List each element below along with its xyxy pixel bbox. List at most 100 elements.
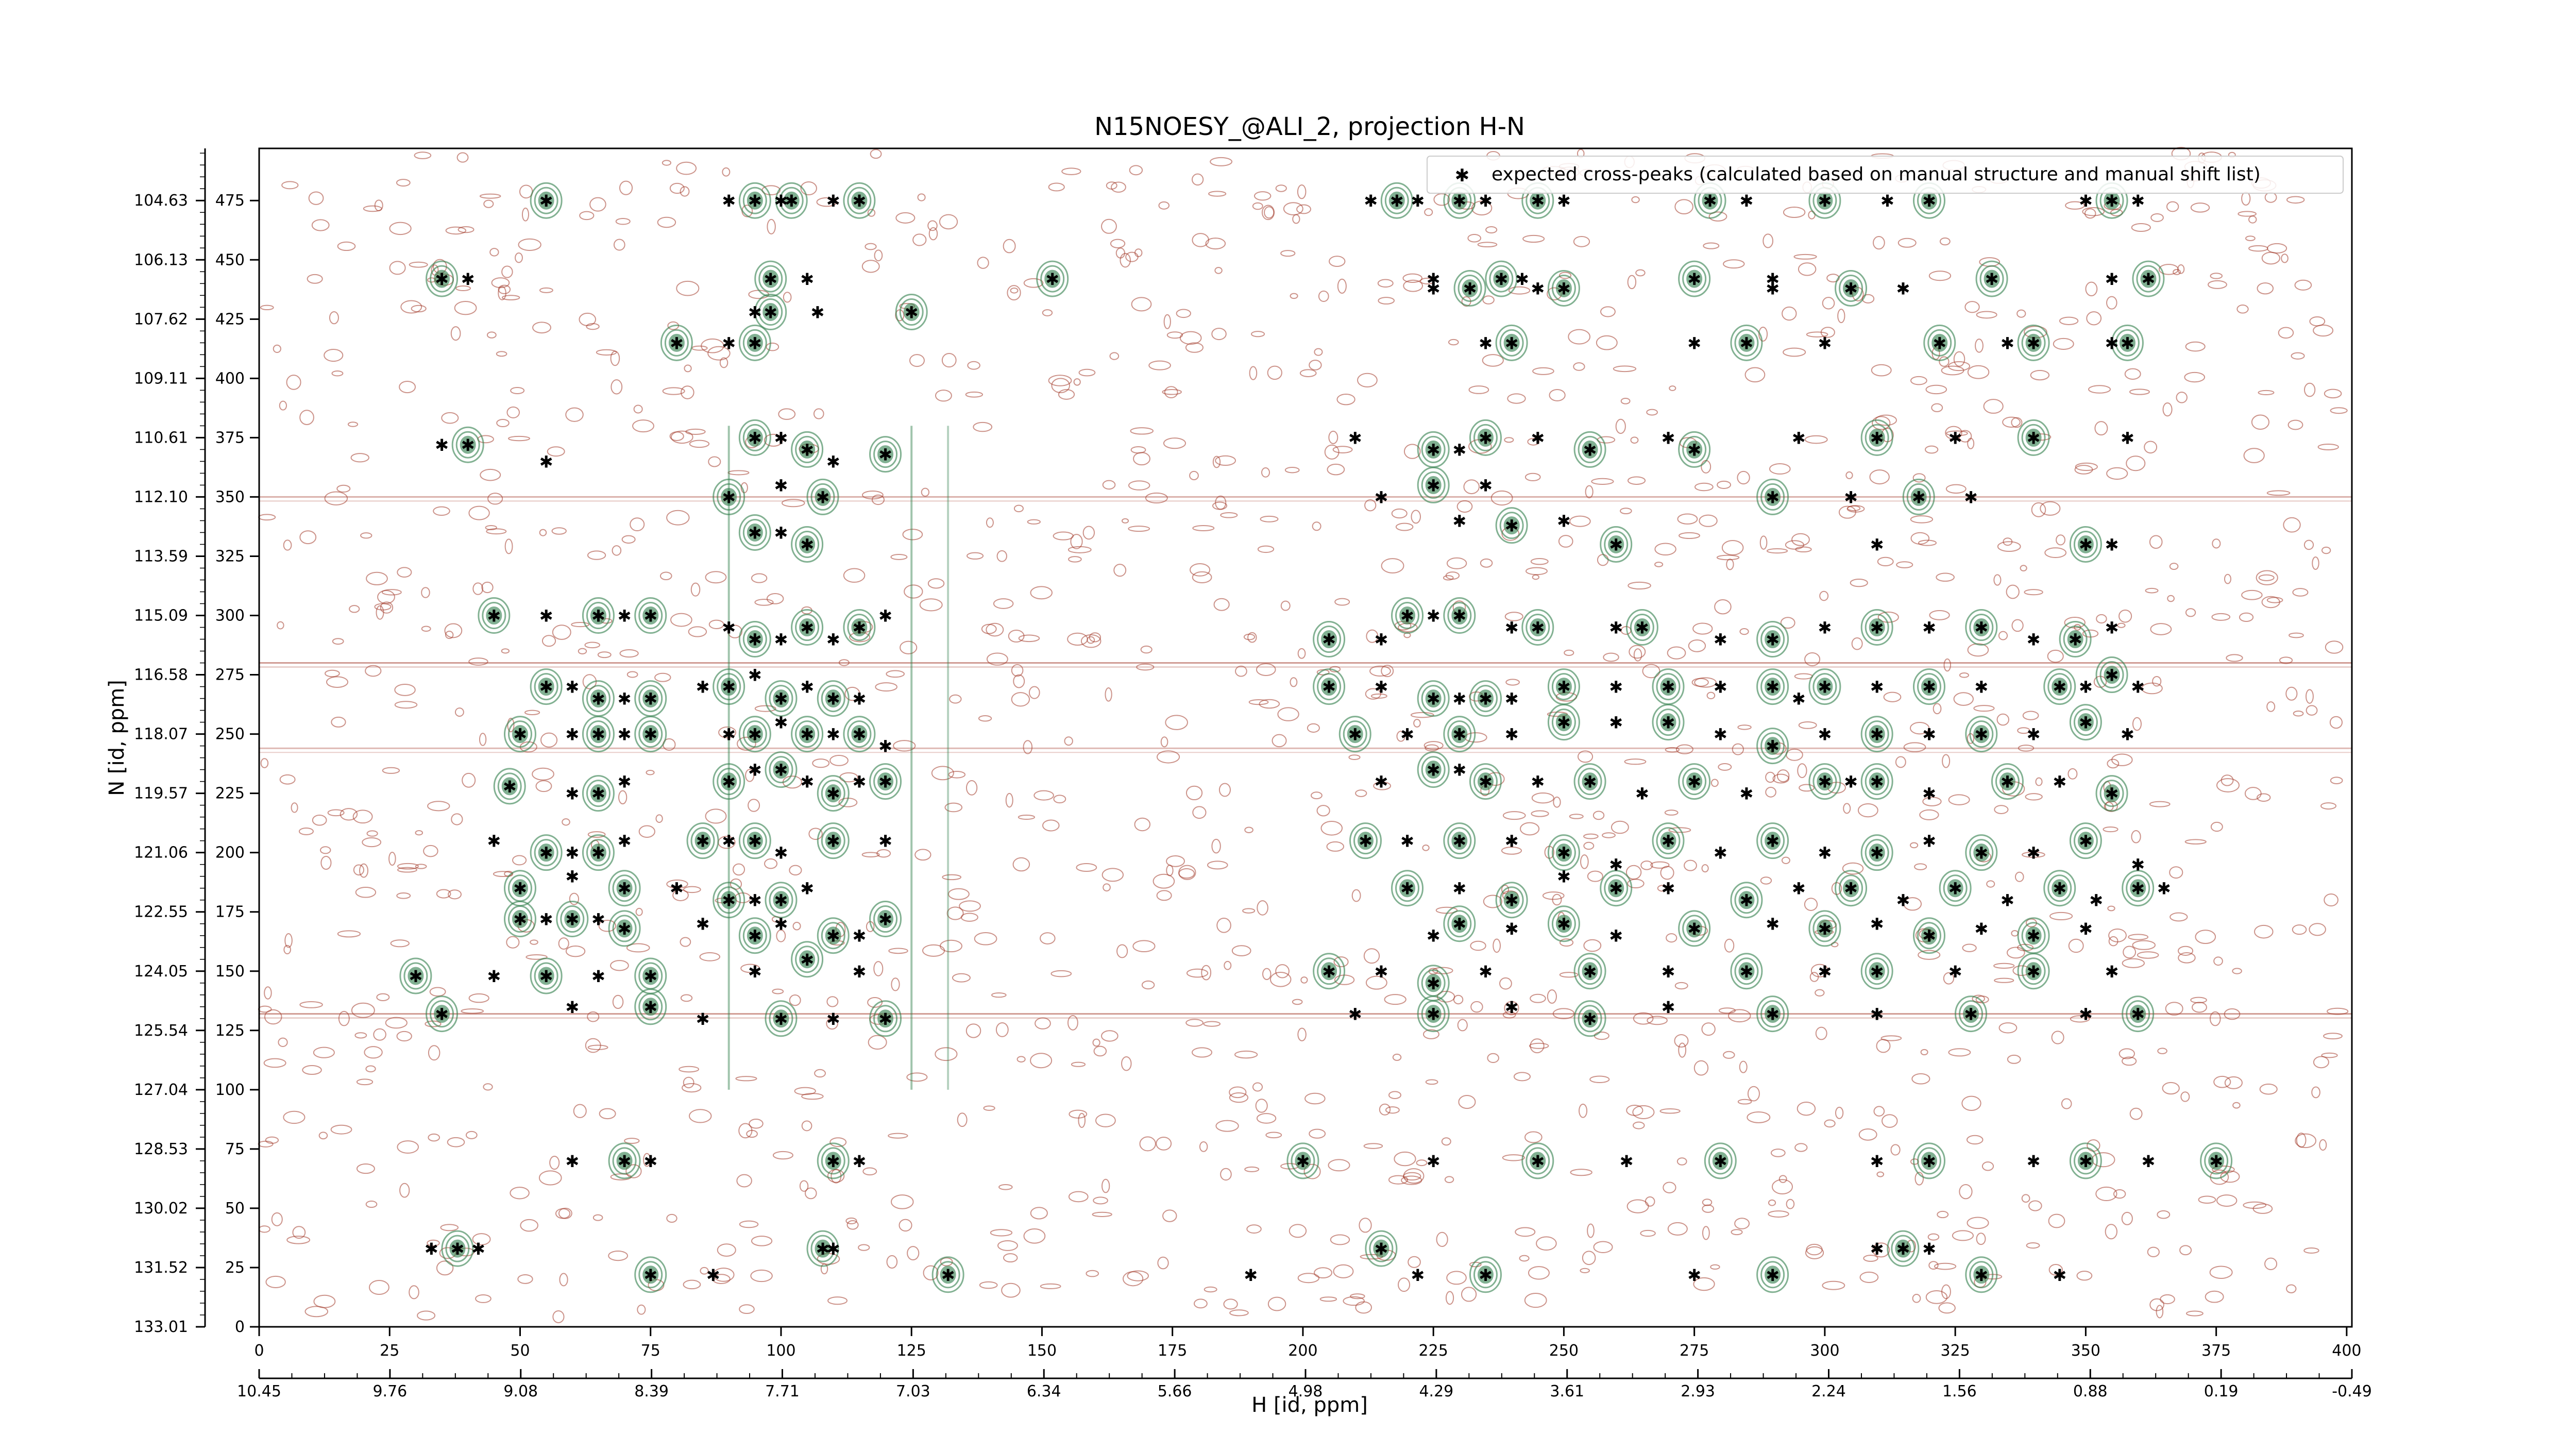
expected-cross-peak: ✱ bbox=[1740, 784, 1754, 804]
expected-cross-peak: ✱ bbox=[1922, 678, 1936, 697]
noise-contour bbox=[1482, 354, 1504, 367]
noise-contour bbox=[676, 280, 700, 296]
noise-contour bbox=[1299, 369, 1317, 377]
noise-contour bbox=[949, 694, 962, 704]
noise-contour bbox=[2216, 1194, 2238, 1207]
noise-contour bbox=[1388, 1175, 1409, 1185]
peak-contour bbox=[1730, 882, 1763, 919]
noise-contour bbox=[801, 1120, 812, 1132]
noise-contour bbox=[1701, 864, 1709, 873]
noise-contour bbox=[1280, 600, 1291, 611]
noise-contour bbox=[2088, 385, 2111, 394]
noise-contour bbox=[1165, 715, 1188, 730]
noise-contour bbox=[380, 601, 394, 614]
noise-contour bbox=[1592, 811, 1605, 820]
noise-contour bbox=[2266, 490, 2291, 496]
x-ppm-tick-label: 0.88 bbox=[2073, 1382, 2108, 1401]
noise-contour bbox=[1701, 1022, 1716, 1036]
expected-cross-peak: ✱ bbox=[1714, 725, 1727, 745]
noise-contour bbox=[1396, 731, 1405, 742]
noise-contour bbox=[1030, 1207, 1048, 1220]
noise-contour bbox=[1410, 712, 1434, 718]
noise-contour bbox=[1391, 508, 1408, 519]
peak-contour bbox=[1521, 609, 1554, 646]
noise-contour bbox=[399, 380, 416, 394]
noise-contour bbox=[886, 1255, 898, 1269]
noise-contour bbox=[1023, 740, 1033, 754]
noise-contour bbox=[1350, 1293, 1365, 1300]
peak-contour bbox=[2017, 419, 2050, 456]
noise-contour bbox=[2106, 296, 2117, 310]
noise-contour bbox=[381, 589, 402, 596]
expected-cross-peak: ✱ bbox=[826, 1239, 840, 1259]
noise-contour bbox=[1668, 827, 1691, 833]
peak-contour bbox=[478, 597, 511, 634]
peak-contour bbox=[2043, 668, 2076, 705]
noise-contour bbox=[284, 933, 293, 948]
noise-contour bbox=[861, 490, 884, 500]
noise-contour bbox=[1392, 1053, 1402, 1061]
noise-contour bbox=[1121, 1056, 1132, 1071]
expected-cross-peak: ✱ bbox=[1452, 191, 1466, 211]
noise-contour bbox=[396, 1031, 412, 1042]
noise-contour bbox=[1244, 1166, 1260, 1172]
peak-contour bbox=[1391, 597, 1424, 634]
expected-cross-peak: ✱ bbox=[1818, 333, 1832, 353]
noise-contour bbox=[1330, 1234, 1350, 1245]
noise-contour bbox=[1845, 471, 1853, 479]
noise-contour bbox=[541, 635, 556, 647]
noise-contour bbox=[1716, 554, 1740, 561]
expected-cross-peak: ✱ bbox=[1974, 843, 1988, 863]
peak-contour bbox=[1573, 431, 1606, 468]
noise-contour bbox=[1508, 286, 1531, 295]
noise-contour bbox=[1732, 743, 1744, 755]
peak-contour bbox=[1652, 822, 1685, 859]
peak-contour bbox=[2069, 822, 2102, 859]
noise-contour bbox=[1229, 1086, 1247, 1099]
noise-contour bbox=[336, 484, 351, 493]
y-tick-label: 275 bbox=[215, 666, 245, 684]
noise-contour bbox=[2129, 1107, 2143, 1120]
noise-contour bbox=[2321, 1052, 2338, 1058]
noise-contour bbox=[1422, 1029, 1439, 1039]
expected-cross-peak: ✱ bbox=[785, 191, 799, 211]
peak-contour bbox=[1469, 680, 1502, 717]
expected-cross-peak: ✱ bbox=[2121, 333, 2134, 353]
noise-contour bbox=[1229, 1092, 1249, 1103]
expected-cross-peak: ✱ bbox=[1870, 915, 1884, 934]
noise-contour bbox=[1882, 1114, 1898, 1128]
noise-contour bbox=[399, 1183, 410, 1198]
peak-contour bbox=[582, 597, 615, 634]
noise-contour bbox=[680, 937, 691, 947]
noise-contour bbox=[624, 1138, 640, 1144]
noise-contour bbox=[1078, 368, 1096, 377]
noise-contour bbox=[539, 529, 547, 536]
noise-contour bbox=[1061, 167, 1081, 175]
noise-contour bbox=[1373, 781, 1392, 790]
noise-contour bbox=[2184, 372, 2206, 383]
noise-contour bbox=[1297, 184, 1307, 199]
noise-contour bbox=[1928, 1261, 1939, 1270]
noise-contour bbox=[764, 433, 783, 447]
expected-cross-peak: ✱ bbox=[2053, 678, 2066, 697]
noise-contour bbox=[1569, 814, 1584, 819]
noise-contour bbox=[2016, 309, 2026, 318]
x-tick-label: 125 bbox=[897, 1342, 926, 1360]
noise-contour bbox=[1178, 868, 1195, 879]
noise-contour bbox=[1718, 763, 1732, 771]
noise-contour bbox=[1089, 632, 1101, 643]
noise-contour bbox=[1513, 1072, 1531, 1082]
noise-contour bbox=[792, 922, 801, 931]
noise-contour bbox=[1934, 1262, 1957, 1270]
expected-cross-peak: ✱ bbox=[643, 689, 657, 709]
noise-contour bbox=[1424, 208, 1433, 216]
noise-contour bbox=[611, 379, 623, 395]
noise-contour bbox=[496, 418, 510, 428]
noise-contour bbox=[1109, 352, 1120, 360]
expected-cross-peak: ✱ bbox=[1505, 891, 1519, 910]
y-tick-label: 350 bbox=[215, 488, 245, 506]
noise-contour bbox=[683, 1279, 701, 1290]
expected-cross-peak: ✱ bbox=[1687, 919, 1701, 939]
expected-cross-peak: ✱ bbox=[591, 910, 605, 930]
expected-cross-peak: ✱ bbox=[1870, 678, 1884, 697]
